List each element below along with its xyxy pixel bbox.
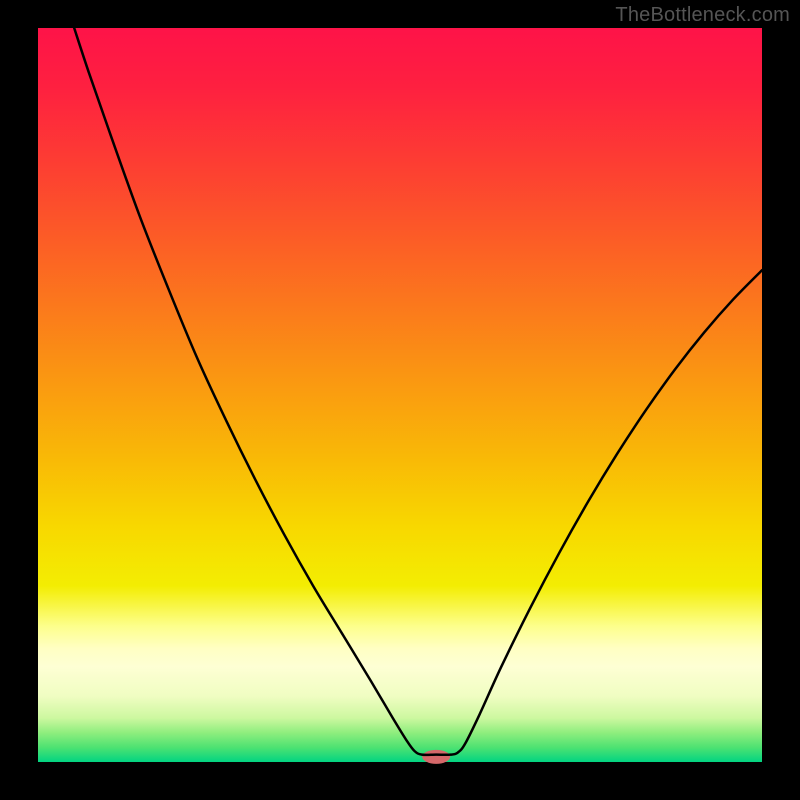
watermark-text: TheBottleneck.com — [615, 4, 790, 27]
bottleneck-chart — [0, 0, 800, 800]
minimum-marker — [422, 750, 450, 764]
chart-container: TheBottleneck.com — [0, 0, 800, 800]
plot-background — [38, 28, 762, 762]
